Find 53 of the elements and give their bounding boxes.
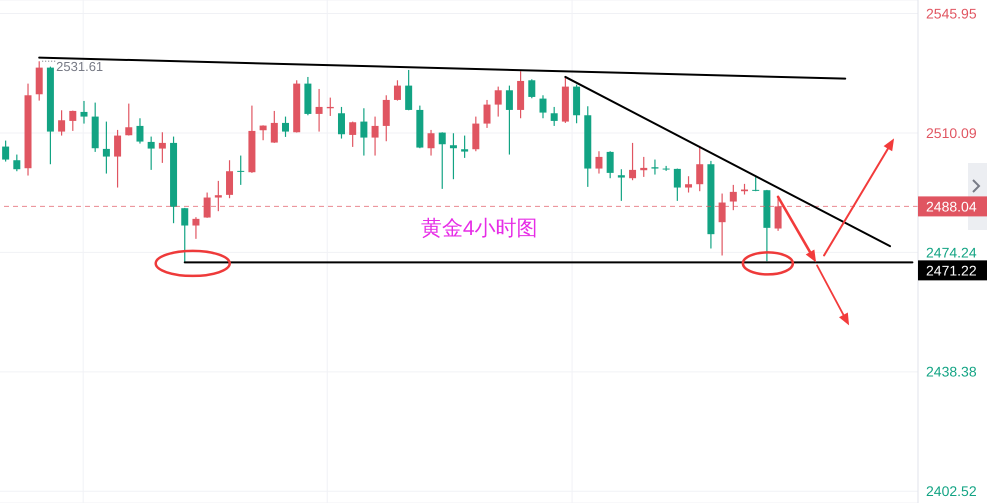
- candlestick: [606, 150, 614, 179]
- y-tick-label: 2402.52: [926, 483, 977, 500]
- candlestick: [550, 106, 558, 127]
- candlestick: [80, 100, 88, 124]
- candlestick: [326, 97, 334, 117]
- candlestick: [181, 207, 188, 264]
- candlestick: [69, 110, 76, 132]
- candlestick: [148, 136, 155, 170]
- text: 黄金4小时图: [420, 217, 538, 240]
- ref-line-label: 2488.04: [926, 198, 977, 214]
- candlestick: [461, 134, 468, 158]
- candlestick: [618, 168, 625, 202]
- candlestick: [192, 216, 200, 240]
- candlestick: [372, 116, 379, 156]
- candlestick: [2, 140, 10, 162]
- candlestick: [438, 132, 446, 190]
- candlestick: [349, 120, 356, 148]
- candlestick: [360, 108, 368, 156]
- candlestick: [685, 176, 692, 194]
- candlestick: [450, 132, 457, 180]
- candlestick: [752, 176, 760, 192]
- candlestick: [158, 132, 166, 164]
- candlestick: [595, 150, 602, 174]
- y-tick-label: 2438.38: [926, 364, 977, 380]
- candlestick: [484, 99, 491, 129]
- annotation: 2531.61: [56, 58, 104, 74]
- candlestick: [237, 154, 244, 186]
- candlestick: [282, 116, 290, 138]
- text: 2471.22: [926, 262, 977, 278]
- candlestick: [226, 160, 234, 199]
- candlestick: [428, 129, 435, 156]
- candlestick: [651, 158, 658, 176]
- candlestick: [114, 129, 122, 188]
- candlestick: [394, 80, 401, 102]
- candlestick: [674, 168, 681, 202]
- y-tick-label: 2510.09: [926, 124, 977, 141]
- candlestick: [13, 154, 20, 172]
- candlestick: [260, 124, 267, 141]
- y-tick-label: 2474.24: [926, 244, 977, 260]
- candlestick: [629, 142, 636, 181]
- candlestick: [125, 103, 132, 136]
- candlestick: [102, 120, 110, 174]
- candlestick: [338, 106, 345, 140]
- candlestick: [696, 145, 704, 192]
- candlestick: [136, 118, 144, 144]
- candlestick: [539, 94, 546, 119]
- y-tick-label: 2545.95: [926, 5, 977, 22]
- candlestick: [494, 86, 502, 118]
- candlestick: [316, 88, 323, 132]
- candlestick: [506, 85, 513, 156]
- candlestick: [270, 110, 278, 144]
- candlestick: [528, 78, 536, 99]
- candlestick: [58, 110, 66, 136]
